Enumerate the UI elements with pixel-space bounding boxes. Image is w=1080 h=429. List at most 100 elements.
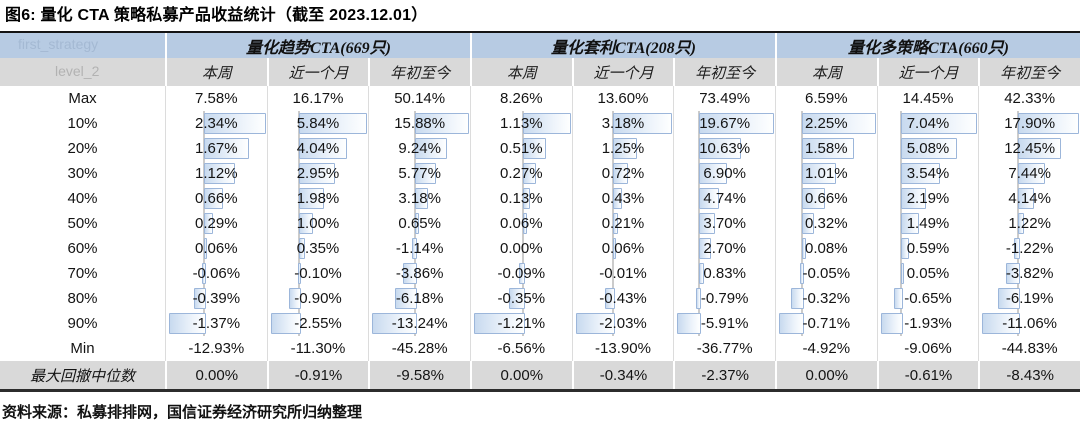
value-cell: 0.59% — [876, 236, 979, 261]
table-row: 80% -0.39% -0.90% -6.18% -0.35% -0.43% -0.79% -… — [0, 286, 1080, 311]
value-cell: -6.18% — [368, 286, 470, 311]
data-bar — [699, 163, 727, 184]
value-cell: -0.79% — [673, 286, 775, 311]
data-bar — [801, 238, 807, 259]
table-row: 50% 0.29% 1.00% 0.65% 0.06% 0.21% 3.70% 0.32% 1.… — [0, 211, 1080, 236]
data-bar — [299, 138, 347, 159]
value-cell: 1.49% — [876, 211, 979, 236]
value-cell: 1.67% — [165, 136, 267, 161]
row-label: 10% — [67, 115, 98, 132]
cell-value: -13.24% — [391, 315, 448, 332]
value-cell: -2.37% — [673, 361, 775, 389]
table-row: 10% 2.34% 5.84% 15.88% 1.13% 3.18% 19.67% 2.25%… — [0, 111, 1080, 136]
value-cell: 2.25% — [774, 111, 877, 136]
value-cell: -44.83% — [978, 336, 1080, 361]
data-bar — [699, 138, 741, 159]
data-bar — [800, 263, 804, 284]
value-cell: -36.77% — [673, 336, 775, 361]
row-label: 70% — [67, 265, 98, 282]
figure-title: 图6: 量化 CTA 策略私募产品收益统计（截至 2023.12.01） — [5, 7, 428, 24]
value-cell: 7.44% — [978, 161, 1080, 186]
data-bar — [299, 113, 368, 134]
cell-value: -0.61% — [904, 366, 953, 384]
cell-value: 5.77% — [398, 165, 441, 182]
value-cell: 2.34% — [165, 111, 267, 136]
value-cell: 0.08% — [774, 236, 877, 261]
value-cell: 3.70% — [673, 211, 775, 236]
value-cell: -0.90% — [266, 286, 369, 311]
cell-value: -6.19% — [1005, 290, 1054, 307]
data-bar — [415, 188, 428, 209]
cell-value: -1.14% — [395, 240, 444, 257]
data-bar — [395, 288, 418, 309]
cell-value: 19.67% — [699, 115, 751, 132]
data-bar — [298, 263, 302, 284]
cell-value: 7.04% — [906, 115, 950, 132]
value-cell: 2.70% — [673, 236, 775, 261]
data-bar — [411, 238, 418, 259]
cell-value: 1.25% — [601, 140, 645, 157]
value-cell: 5.77% — [368, 161, 470, 186]
data-bar — [299, 213, 313, 234]
value-cell: -3.82% — [978, 261, 1080, 286]
data-bar — [522, 138, 546, 159]
cell-value: -4.92% — [802, 340, 851, 357]
cell-value: -2.03% — [599, 315, 647, 332]
value-cell: -0.09% — [469, 261, 572, 286]
value-cell: -0.32% — [774, 286, 877, 311]
value-cell: 0.66% — [774, 186, 877, 211]
data-bar — [299, 238, 306, 259]
value-cell: -6.56% — [469, 336, 572, 361]
data-bar — [612, 213, 619, 234]
cell-value: 4.74% — [703, 190, 746, 207]
cell-value: 1.58% — [805, 140, 848, 157]
cell-value: -0.90% — [294, 290, 342, 307]
table-row: 最大回撤中位数 0.00% -0.91% -9.58% 0.00% -0.34% -2.37… — [0, 361, 1080, 389]
cell-value: 0.21% — [601, 215, 645, 232]
value-cell: 0.06% — [571, 236, 674, 261]
data-bar — [299, 163, 335, 184]
value-cell: 0.00% — [165, 361, 267, 389]
value-cell: 0.27% — [469, 161, 572, 186]
data-bar — [1018, 163, 1045, 184]
cell-value: 0.06% — [500, 215, 543, 232]
value-cell: -0.71% — [774, 311, 877, 336]
value-cell: 0.00% — [774, 361, 877, 389]
value-cell: 3.18% — [571, 111, 674, 136]
cell-value: 6.59% — [805, 90, 848, 107]
cell-value: -1.21% — [497, 315, 546, 332]
cell-value: -11.30% — [290, 340, 346, 357]
cell-value: -1.93% — [904, 315, 952, 332]
zero-axis — [611, 261, 614, 286]
value-cell: 1.12% — [165, 161, 267, 186]
value-cell: -1.14% — [368, 236, 470, 261]
data-bar — [699, 113, 774, 134]
cell-value: 0.51% — [500, 140, 543, 157]
row-label: 20% — [67, 140, 98, 157]
row-label: 最大回撤中位数 — [29, 368, 135, 385]
value-cell: 17.90% — [978, 111, 1080, 136]
data-bar — [791, 288, 804, 309]
data-bar — [270, 313, 302, 334]
value-cell: 1.58% — [774, 136, 877, 161]
value-cell: -12.93% — [165, 336, 267, 361]
value-cell: -3.86% — [368, 261, 470, 286]
value-cell: -9.06% — [876, 336, 979, 361]
sub-header-cell: 近一个月 — [571, 58, 674, 86]
value-cell: 8.26% — [469, 86, 572, 111]
cell-value: 0.32% — [805, 215, 848, 232]
cell-value: 3.54% — [906, 165, 950, 182]
cell-value: -2.55% — [294, 315, 342, 332]
cell-value: 5.84% — [296, 115, 340, 132]
cell-value: 0.06% — [195, 240, 238, 257]
data-bar — [998, 288, 1021, 309]
cell-value: 0.35% — [296, 240, 340, 257]
value-cell: 0.00% — [469, 361, 572, 389]
bottom-rule — [0, 389, 1080, 392]
value-cell: -9.58% — [368, 361, 470, 389]
statistics-table: first_strategy 量化趋势CTA(669只) 量化套利CTA(208… — [0, 33, 1080, 389]
cell-value: -9.58% — [396, 366, 444, 384]
value-cell: 73.49% — [673, 86, 775, 111]
cell-value: -0.34% — [599, 366, 648, 384]
